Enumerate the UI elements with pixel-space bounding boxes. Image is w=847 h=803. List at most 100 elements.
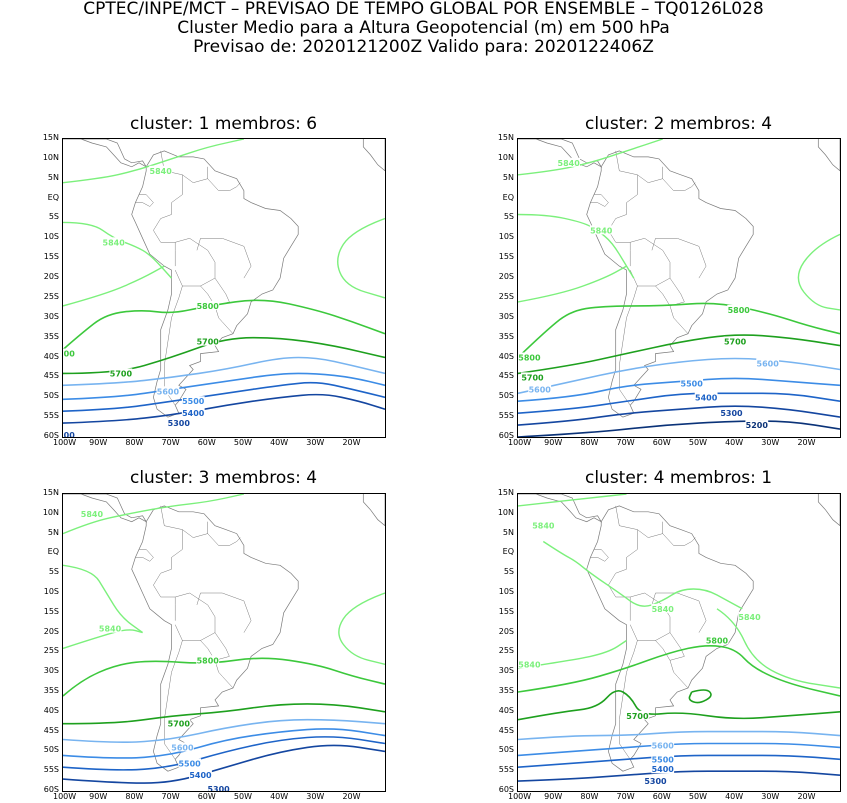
country-border [669,277,689,334]
contour-label: 5200 [746,421,769,430]
x-tick-label: 40W [270,438,289,447]
country-border [608,214,631,267]
contour-label-bg [720,408,743,418]
y-tick-label: 25S [43,646,59,656]
contour-label-bg [63,430,76,437]
country-border [608,568,631,621]
x-tick-label: 30W [306,792,325,801]
contour-label-bg [651,740,675,750]
x-tick-label: 30W [306,438,325,447]
contour-label-bg [521,372,544,382]
contour-label: 5400 [189,771,212,780]
y-tick-label: 35S [43,331,59,341]
coastline-africa [362,494,385,527]
contour-label: 5840 [99,625,122,634]
coastline-south-america [586,505,754,772]
contour-label-bg [181,408,205,418]
contour-label-bg [207,784,230,791]
contour-5300 [63,744,385,784]
contour-label-bg [196,300,220,310]
contour-label-bg [109,368,133,378]
contour-label-bg [196,655,220,665]
contour-label: 5400 [695,393,718,402]
contour-5300 [518,405,840,426]
country-border [160,505,183,570]
y-tick-label: 60S [43,785,59,794]
contour-5840 [63,564,144,634]
contour-5840 [797,233,840,311]
contour-5400 [518,754,840,768]
contour-label-bg [178,758,202,768]
x-tick-label: 60W [197,438,216,447]
header-line-3: Previsao de: 2020121200Z Valido para: 20… [193,37,654,57]
x-tick-label: 20W [342,438,361,447]
contour-label: 5800 [706,637,729,646]
contour-label: 5840 [558,159,581,168]
contour-label-bg [705,635,729,645]
country-border [207,178,241,191]
y-tick-label: 5N [502,172,514,182]
y-tick-label: 15N [497,488,514,497]
x-tick-label: 20W [797,792,816,801]
contour-5800 [518,645,840,697]
contour-label-bg [644,776,667,786]
x-tick-label: 20W [797,438,816,447]
y-tick-label: 15S [498,252,514,262]
contour-5840 [716,608,840,689]
y-tick-label: 25S [43,291,59,301]
contour-5840 [338,592,385,665]
coastline-africa [817,139,840,172]
contour-label-bg [756,358,780,368]
x-tick-label: 70W [161,792,180,801]
y-tick-label: 45S [498,371,514,381]
country-border [662,533,696,546]
y-tick-label: 40S [498,705,514,715]
contour-label: 5840 [518,660,541,669]
x-tick-label: 50W [233,792,252,801]
coastline-south-america [131,505,299,772]
contour-5800 [518,302,840,359]
contour-label: 5600 [157,387,180,396]
contour-label-bg [745,420,769,430]
contour-label-bg [723,336,747,346]
contour-5400 [518,392,840,414]
contour-label-bg [189,770,212,780]
contour-label: 5600 [652,741,675,750]
country-border [196,238,252,279]
x-tick-label: 60W [652,792,671,801]
contour-5600 [63,718,385,743]
x-tick-label: 30W [761,792,780,801]
country-border [619,285,638,406]
y-tick-label: 20S [498,272,514,282]
contour-label: 5500 [182,397,205,406]
contour-5840 [337,217,385,299]
x-tick-label: 80W [580,438,599,447]
contour-label-bg [528,384,552,394]
y-tick-label: 45S [43,725,59,735]
contour-5200 [518,420,840,437]
country-border [207,533,241,546]
y-tick-label: 55S [498,411,514,421]
contour-label-bg [102,237,126,247]
country-border [182,166,208,183]
x-tick-label: 50W [233,438,252,447]
contour-5840 [518,639,627,669]
country-border [153,568,176,621]
contour-label-bg [694,392,718,402]
y-tick-label: 15N [42,133,59,142]
country-border [182,521,208,538]
x-tick-label: 70W [616,438,635,447]
y-tick-label: 60S [43,431,59,440]
contour-label: 5840 [738,613,761,622]
contour-label: 5300 [207,785,230,791]
contour-label: 5800 [518,354,541,363]
contour-5700 [63,336,385,375]
x-tick-label: 40W [725,438,744,447]
contour-label: 5700 [626,712,649,721]
contour-label-bg [651,754,675,764]
y-tick-label: 10S [43,232,59,242]
contour-5400 [63,736,385,771]
contour-5600 [518,730,840,741]
y-tick-label: 50S [43,745,59,755]
